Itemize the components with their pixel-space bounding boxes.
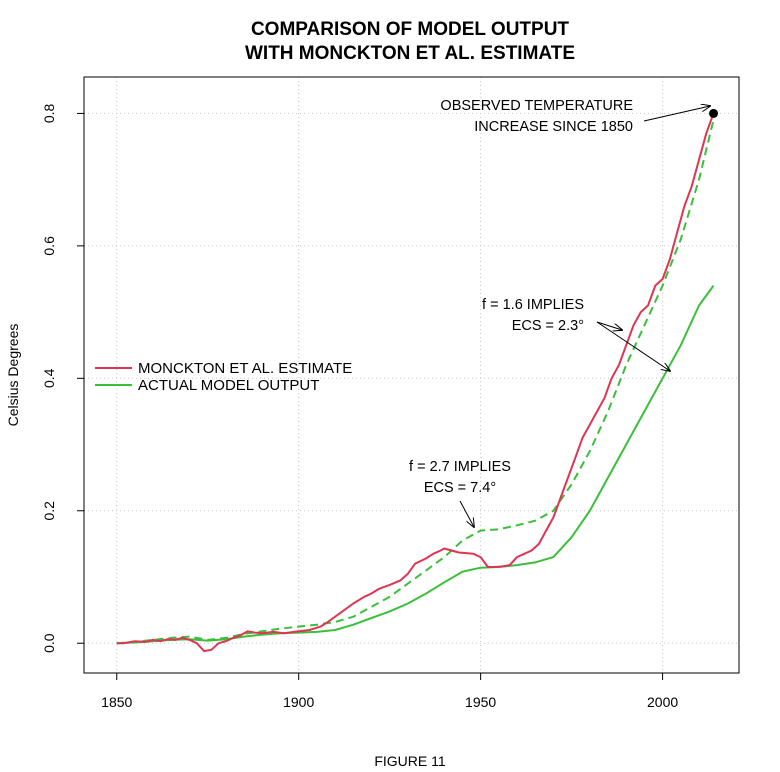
annotation-f27-line-1: f = 2.7 IMPLIES xyxy=(409,459,511,475)
annotation-f27-arrow xyxy=(459,500,474,527)
legend-label-monckton: MONCKTON ET AL. ESTIMATE xyxy=(138,360,352,377)
y-tick-label-1: 0.2 xyxy=(41,501,57,521)
annotation-f16-line-1: f = 1.6 IMPLIES xyxy=(482,297,584,313)
plot-frame xyxy=(83,76,740,674)
series-monckton-line xyxy=(116,113,715,653)
legend: MONCKTON ET AL. ESTIMATE ACTUAL MODEL OU… xyxy=(95,360,352,394)
annotation-f16-line-2: ECS = 2.3° xyxy=(512,318,584,334)
annotation-observed-arrow xyxy=(643,106,710,122)
annotation-f27: f = 2.7 IMPLIES ECS = 7.4° xyxy=(409,459,511,527)
annotation-f27-line-2: ECS = 7.4° xyxy=(424,480,496,496)
x-tick-label-0: 1850 xyxy=(101,694,132,710)
figure-caption: FIGURE 11 xyxy=(374,753,446,769)
annotation-f16: f = 1.6 IMPLIES ECS = 2.3° xyxy=(482,297,670,371)
annotation-observed-line-2: INCREASE SINCE 1850 xyxy=(474,119,633,135)
grid xyxy=(84,77,739,673)
series-layer xyxy=(116,113,715,653)
series-model-output-line xyxy=(116,285,715,645)
annotation-observed-line-1: OBSERVED TEMPERATURE xyxy=(440,98,633,114)
x-tick-label-1: 1900 xyxy=(283,694,314,710)
y-tick-label-3: 0.6 xyxy=(41,236,57,256)
series-model-dashed-line xyxy=(116,119,715,645)
legend-label-model: ACTUAL MODEL OUTPUT xyxy=(138,377,319,394)
axes: 1850 1900 1950 2000 0.0 0.2 0.4 0.6 0.8 xyxy=(41,103,678,710)
y-tick-label-0: 0.0 xyxy=(41,633,57,653)
x-tick-label-2: 1950 xyxy=(465,694,496,710)
annotation-observed: OBSERVED TEMPERATURE INCREASE SINCE 1850 xyxy=(440,98,710,135)
y-tick-label-2: 0.4 xyxy=(41,368,57,388)
annotation-f16-arrow-1 xyxy=(596,321,622,330)
chart-title-line-2: WITH MONCKTON ET AL. ESTIMATE xyxy=(245,43,575,64)
y-tick-label-4: 0.8 xyxy=(41,103,57,123)
annotation-f16-arrow-2 xyxy=(596,321,670,371)
chart-title-line-1: COMPARISON OF MODEL OUTPUT xyxy=(251,19,569,40)
y-axis-label: Celsius Degrees xyxy=(5,324,21,427)
observed-temperature-point xyxy=(709,108,719,118)
x-tick-label-3: 2000 xyxy=(647,694,678,710)
